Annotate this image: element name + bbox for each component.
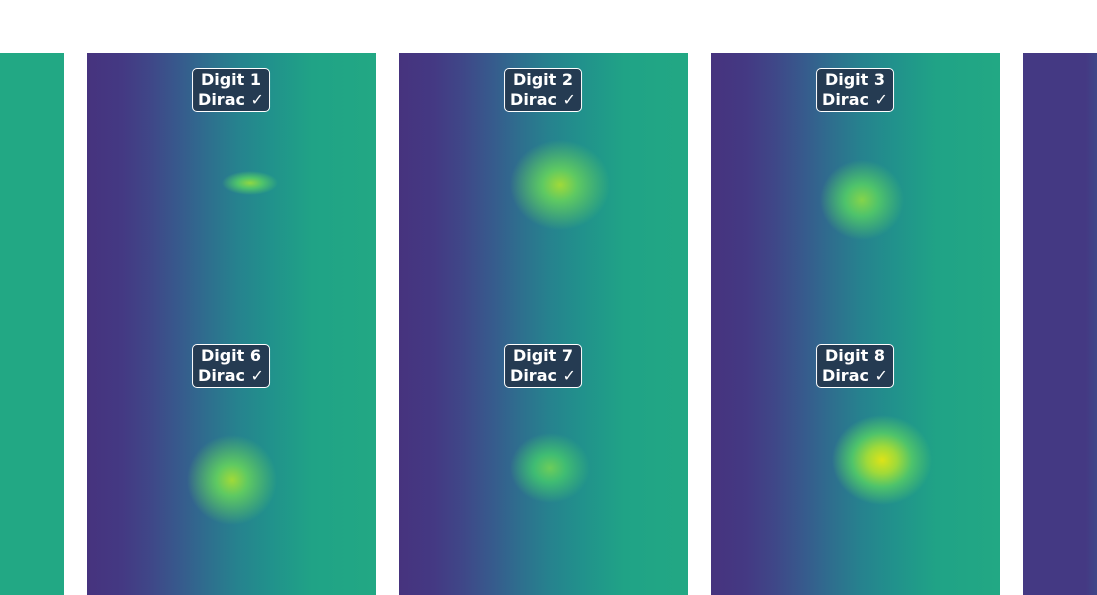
- label-status: Dirac ✓: [198, 90, 264, 109]
- label-box: Digit 3 Dirac ✓: [816, 68, 894, 112]
- panel: Digit 2 Dirac ✓ Digit 7 Dirac ✓: [399, 53, 688, 595]
- label-title: Digit 7: [512, 346, 574, 365]
- label-status: Dirac ✓: [510, 366, 576, 385]
- label-box: Digit 1 Dirac ✓: [192, 68, 270, 112]
- panel-partial: [0, 53, 64, 595]
- label-title: Digit 2: [512, 70, 574, 89]
- label-box: Digit 7 Dirac ✓: [504, 344, 582, 388]
- label-status: Dirac ✓: [198, 366, 264, 385]
- label-status: Dirac ✓: [822, 366, 888, 385]
- label-status: Dirac ✓: [822, 90, 888, 109]
- label-status: Dirac ✓: [510, 90, 576, 109]
- label-title: Digit 6: [200, 346, 262, 365]
- panel: Digit 3 Dirac ✓ Digit 8 Dirac ✓: [711, 53, 1000, 595]
- label-box: Digit 2 Dirac ✓: [504, 68, 582, 112]
- label-title: Digit 8: [824, 346, 886, 365]
- label-box: Digit 8 Dirac ✓: [816, 344, 894, 388]
- panel-partial: [1023, 53, 1097, 595]
- label-title: Digit 1: [200, 70, 262, 89]
- label-title: Digit 3: [824, 70, 886, 89]
- panel: Digit 1 Dirac ✓ Digit 6 Dirac ✓: [87, 53, 376, 595]
- label-box: Digit 6 Dirac ✓: [192, 344, 270, 388]
